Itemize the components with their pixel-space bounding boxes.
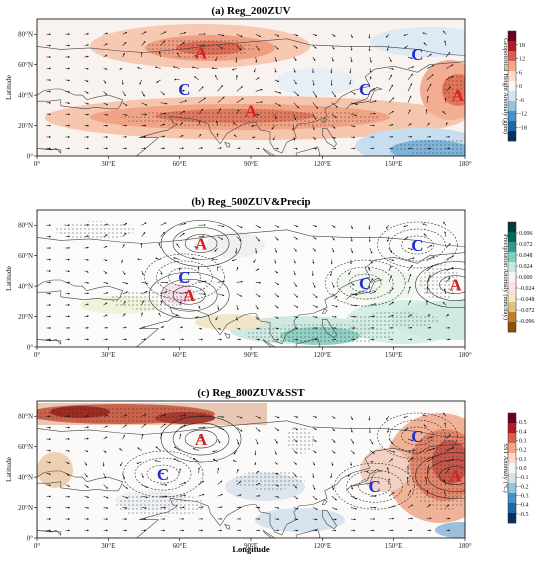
y-axis-label: Latitude bbox=[4, 265, 13, 291]
lat-tick-label: 80°N bbox=[18, 413, 33, 421]
lon-tick-label: 150°E bbox=[385, 542, 403, 550]
lat-tick-label: 60°N bbox=[18, 252, 33, 260]
panel-title: (b) Reg_500ZUV&Precip bbox=[191, 196, 310, 208]
lon-tick-label: 150°E bbox=[385, 351, 403, 359]
lat-tick-label: 20°N bbox=[18, 504, 33, 512]
lat-tick-label: 20°N bbox=[18, 122, 33, 130]
colorbar-tick-label: 0.0 bbox=[519, 466, 527, 472]
anticyclone-marker: A bbox=[195, 234, 208, 253]
lat-tick-label: 40°N bbox=[18, 283, 33, 291]
lat-tick-label: 20°N bbox=[18, 313, 33, 321]
colorbar-tick-label: 0.096 bbox=[519, 231, 533, 237]
colorbar-tick-label: 0.000 bbox=[519, 275, 533, 281]
colorbar-tick-label: 6 bbox=[519, 70, 522, 76]
lat-tick-label: 0° bbox=[27, 535, 34, 543]
lat-tick-label: 60°N bbox=[18, 443, 33, 451]
lon-tick-label: 120°E bbox=[314, 160, 332, 168]
colorbar-tick-label: 0.1 bbox=[519, 457, 527, 463]
lon-tick-label: 120°E bbox=[314, 542, 332, 550]
lon-tick-label: 120°E bbox=[314, 351, 332, 359]
cyclone-marker: C bbox=[359, 80, 371, 99]
lat-tick-label: 0° bbox=[27, 344, 34, 352]
colorbar-tick-label: 0.072 bbox=[519, 242, 533, 248]
colorbar-tick-label: 0.5 bbox=[519, 420, 527, 426]
colorbar-tick-label: -18 bbox=[519, 125, 527, 131]
lon-tick-label: 60°E bbox=[173, 542, 187, 550]
lat-tick-label: 80°N bbox=[18, 31, 33, 39]
anticyclone-marker: A bbox=[195, 43, 208, 62]
cyclone-marker: C bbox=[178, 80, 190, 99]
colorbar-label: SST Anomaly (°C) bbox=[502, 443, 509, 492]
cyclone-marker: C bbox=[411, 236, 423, 255]
lon-tick-label: 180° bbox=[458, 351, 472, 359]
cyclone-marker: C bbox=[411, 45, 423, 64]
lon-tick-label: 150°E bbox=[385, 160, 403, 168]
y-axis-label: Latitude bbox=[4, 74, 13, 100]
lat-tick-label: 80°N bbox=[18, 222, 33, 230]
lon-tick-label: 180° bbox=[458, 160, 472, 168]
panel-title: (c) Reg_800ZUV&SST bbox=[197, 387, 305, 399]
lon-tick-label: 90°E bbox=[244, 351, 258, 359]
cyclone-marker: C bbox=[369, 477, 381, 496]
colorbar-tick-label: -0.4 bbox=[519, 503, 529, 509]
y-axis-label: Latitude bbox=[4, 456, 13, 482]
anticyclone-marker: A bbox=[195, 430, 208, 449]
colorbar-tick-label: -0.3 bbox=[519, 494, 529, 500]
colorbar-tick-label: 0.2 bbox=[519, 448, 527, 454]
colorbar-tick-label: -0.048 bbox=[519, 297, 535, 303]
lon-tick-label: 30°E bbox=[101, 351, 115, 359]
colorbar-label: Geopotential Height Anomaly (gpm) bbox=[502, 38, 509, 134]
anticyclone-marker: A bbox=[449, 276, 462, 295]
colorbar-label: Precipitation Anomaly (mm/day) bbox=[502, 234, 509, 320]
colorbar-tick-label: 0 bbox=[519, 84, 522, 90]
lon-tick-label: 60°E bbox=[173, 351, 187, 359]
colorbar-tick-label: -12 bbox=[519, 112, 527, 118]
cyclone-marker: C bbox=[411, 427, 423, 446]
colorbar-tick-label: -6 bbox=[519, 98, 524, 104]
cyclone-marker: C bbox=[157, 465, 169, 484]
x-axis-label: Longitude bbox=[232, 544, 270, 554]
colorbar-tick-label: -0.1 bbox=[519, 475, 529, 481]
colorbar-tick-label: -0.072 bbox=[519, 308, 535, 314]
lon-tick-label: 180° bbox=[458, 542, 472, 550]
lat-tick-label: 0° bbox=[27, 153, 34, 161]
lon-tick-label: 60°E bbox=[173, 160, 187, 168]
cyclone-marker: C bbox=[178, 268, 190, 287]
colorbar-tick-label: 0.048 bbox=[519, 253, 533, 259]
panel-title: (a) Reg_200ZUV bbox=[211, 5, 290, 17]
lon-tick-label: 0° bbox=[34, 542, 41, 550]
lon-tick-label: 90°E bbox=[244, 160, 258, 168]
colorbar-tick-label: 12 bbox=[519, 57, 525, 63]
lon-tick-label: 0° bbox=[34, 351, 41, 359]
lon-tick-label: 0° bbox=[34, 160, 41, 168]
colorbar-tick-label: -0.024 bbox=[519, 286, 535, 292]
anticyclone-marker: A bbox=[245, 101, 258, 120]
colorbar-tick-label: -0.2 bbox=[519, 484, 529, 490]
colorbar-tick-label: 0.3 bbox=[519, 439, 527, 445]
lat-tick-label: 40°N bbox=[18, 474, 33, 482]
lon-tick-label: 30°E bbox=[101, 160, 115, 168]
colorbar-tick-label: -0.096 bbox=[519, 319, 535, 325]
anticyclone-marker: A bbox=[183, 286, 196, 305]
lat-tick-label: 40°N bbox=[18, 92, 33, 100]
lon-tick-label: 30°E bbox=[101, 542, 115, 550]
lat-tick-label: 60°N bbox=[18, 61, 33, 69]
anticyclone-marker: A bbox=[452, 86, 465, 105]
anticyclone-marker: A bbox=[449, 467, 462, 486]
colorbar-tick-label: 18 bbox=[519, 43, 525, 49]
colorbar-tick-label: -0.5 bbox=[519, 512, 529, 518]
cyclone-marker: C bbox=[359, 274, 371, 293]
colorbar-tick-label: 0.024 bbox=[519, 264, 533, 270]
colorbar-tick-label: 0.4 bbox=[519, 429, 527, 435]
